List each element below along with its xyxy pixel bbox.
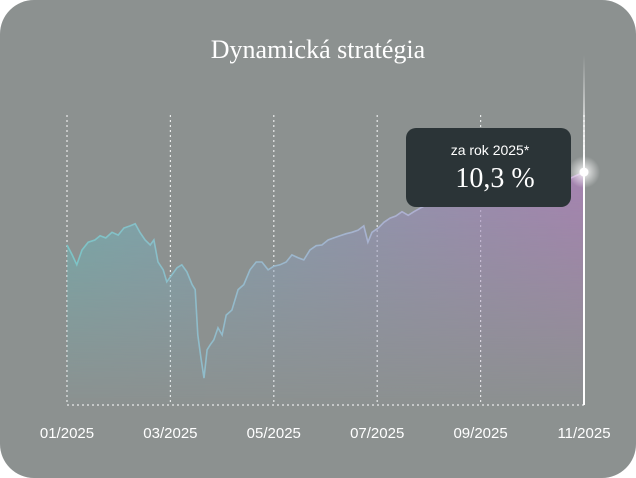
x-tick-label: 09/2025 <box>453 425 507 442</box>
tooltip-value: 10,3 % <box>455 163 534 194</box>
x-tick-label: 07/2025 <box>350 425 404 442</box>
x-tick-label: 11/2025 <box>557 425 610 442</box>
area <box>67 172 584 405</box>
tooltip-box <box>406 128 571 207</box>
tooltip-caption: za rok 2025* <box>451 142 530 158</box>
x-tick-label: 03/2025 <box>143 425 197 442</box>
cursor-line <box>583 55 585 405</box>
end-point <box>579 167 589 177</box>
x-tick-label: 01/2025 <box>40 425 94 442</box>
x-tick-label: 05/2025 <box>247 425 301 442</box>
chart-title: Dynamická stratégia <box>211 35 426 64</box>
